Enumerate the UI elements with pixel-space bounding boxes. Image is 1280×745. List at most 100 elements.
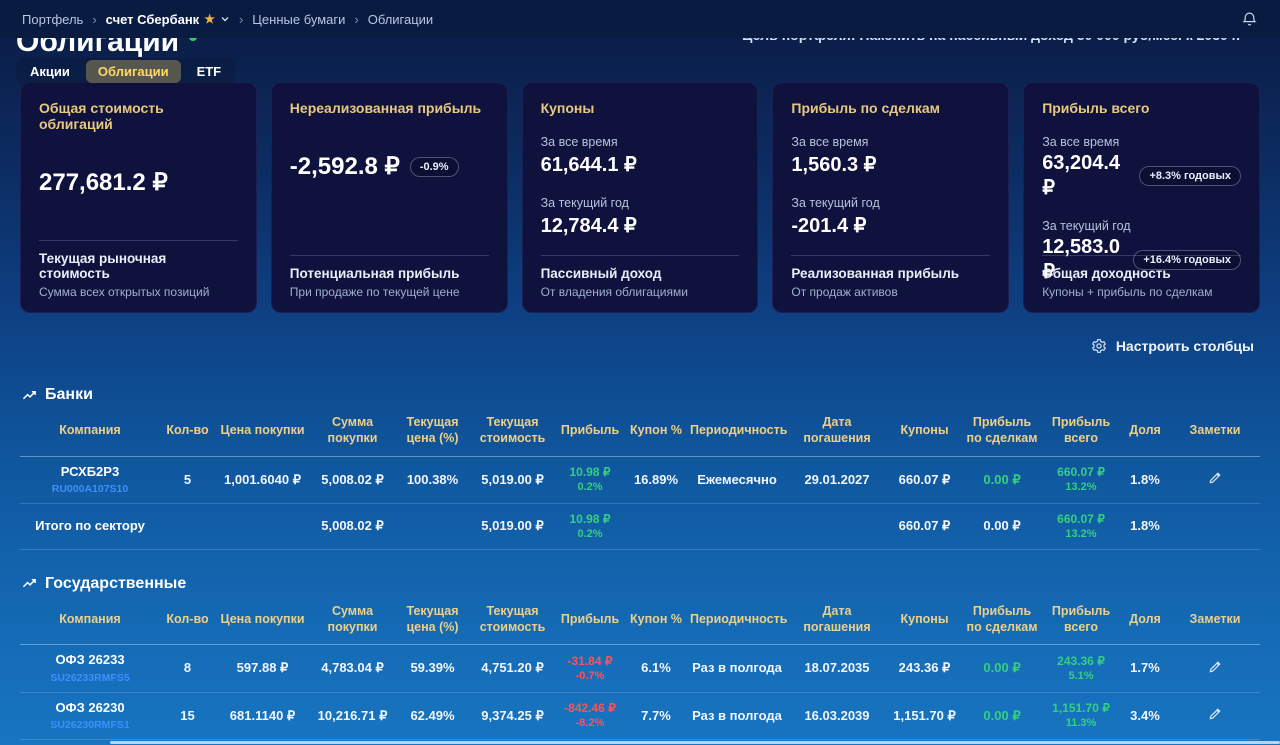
col-share[interactable]: Доля	[1120, 596, 1170, 646]
total-profit-value: 660.07 ₽	[1057, 464, 1105, 479]
col-qty[interactable]: Кол-во	[160, 596, 215, 646]
edit-note-button[interactable]	[1208, 659, 1223, 674]
col-deal-profit[interactable]: Прибыль по сделкам	[962, 408, 1042, 457]
cell-maturity: 18.07.2035	[787, 644, 887, 693]
col-notes[interactable]: Заметки	[1170, 408, 1260, 457]
total-profit-percent: 5.1%	[1068, 669, 1094, 682]
col-total-profit[interactable]: Прибыль всего	[1042, 596, 1120, 646]
cell-qty: 8	[160, 644, 215, 693]
cell-notes	[1170, 692, 1260, 741]
col-share[interactable]: Доля	[1120, 408, 1170, 457]
ticker-link[interactable]: RU000A107S10	[51, 482, 129, 495]
cell-deal-profit: 0.00 ₽	[962, 692, 1042, 741]
profit-value: -842.46 ₽	[564, 701, 616, 716]
cell-coupon-rate: 16.89%	[625, 456, 687, 504]
col-cur-value[interactable]: Текущая стоимость	[470, 408, 555, 457]
col-deal-profit[interactable]: Прибыль по сделкам	[962, 596, 1042, 646]
breadcrumb-separator	[239, 12, 243, 27]
breadcrumb-securities[interactable]: Ценные бумаги	[252, 11, 346, 27]
breadcrumb-separator	[354, 12, 358, 27]
col-buy-price[interactable]: Цена покупки	[215, 596, 310, 646]
configure-columns-label: Настроить столбцы	[1115, 338, 1254, 354]
total-value: 277,681.2 ₽	[39, 169, 168, 196]
ticker-link[interactable]: SU26230RMFS1	[50, 719, 130, 731]
cell-notes	[1170, 644, 1260, 693]
total-profit-value: 243.36 ₽	[1057, 653, 1105, 668]
table-row: РСХБ2Р3 RU000A107S10 5 1,001.6040 ₽ 5,00…	[20, 456, 1260, 504]
banks-table: Компания Кол-во Цена покупки Сумма покуп…	[20, 408, 1260, 550]
profit-alltime: 63,204.4 ₽	[1042, 152, 1121, 199]
col-profit[interactable]: Прибыль	[555, 408, 625, 457]
col-buy-sum[interactable]: Сумма покупки	[310, 596, 395, 646]
edit-note-button[interactable]	[1208, 470, 1223, 485]
percent-badge: -0.9%	[409, 156, 459, 177]
edit-note-button[interactable]	[1208, 706, 1223, 721]
account-name: счет Сбербанк	[105, 11, 200, 27]
configure-columns-button[interactable]: Настроить столбцы	[1091, 338, 1254, 354]
breadcrumb-bonds[interactable]: Облигации	[367, 11, 434, 27]
kv-label: За все время	[791, 135, 869, 149]
col-buy-price[interactable]: Цена покупки	[215, 408, 310, 457]
col-periodicity[interactable]: Периодичность	[687, 596, 787, 646]
cell-notes	[1170, 456, 1260, 504]
company-name: РСХБ2Р3	[60, 463, 120, 479]
footer-title: Пассивный доход	[540, 266, 662, 281]
company-name: ОФЗ 26230	[55, 699, 125, 715]
horizontal-scrollbar[interactable]	[110, 741, 1280, 744]
col-coupons[interactable]: Купоны	[887, 596, 962, 646]
breadcrumb-portfolio[interactable]: Портфель	[22, 11, 84, 27]
col-profit[interactable]: Прибыль	[555, 596, 625, 646]
cell-company: ОФЗ 26247 SU26247RMFS5	[20, 739, 160, 745]
unrealized-value: -2,592.8 ₽	[289, 153, 400, 180]
section-title-text: Банки	[45, 386, 93, 403]
government-table: Компания Кол-во Цена покупки Сумма покуп…	[20, 596, 1260, 745]
col-company[interactable]: Компания	[20, 596, 160, 646]
col-cur-value[interactable]: Текущая стоимость	[470, 596, 555, 646]
cell-empty	[215, 503, 310, 550]
col-coupons[interactable]: Купоны	[887, 408, 962, 457]
col-buy-sum[interactable]: Сумма покупки	[310, 408, 395, 457]
col-company[interactable]: Компания	[20, 408, 160, 457]
profit-percent: -8.2%	[575, 717, 605, 730]
footer-subtitle: При продаже по текущей цене	[289, 285, 460, 299]
col-notes[interactable]: Заметки	[1170, 596, 1260, 646]
col-coupon-rate[interactable]: Купон %	[625, 596, 687, 646]
profit-value: 10.98 ₽	[569, 464, 611, 479]
bond-tables: Банки Компания Кол-во Цена покупки Сумма…	[20, 372, 1260, 745]
total-profit-cell: 10.98 ₽ 0.2%	[555, 503, 625, 550]
col-periodicity[interactable]: Периодичность	[687, 408, 787, 457]
col-cur-price[interactable]: Текущая цена (%)	[395, 596, 470, 646]
cell-cur-price: 59.39%	[395, 644, 470, 693]
footer-subtitle: От продаж активов	[791, 285, 898, 299]
table-row: ОФЗ 26230 SU26230RMFS1 15 681.1140 ₽ 10,…	[20, 692, 1260, 741]
col-coupon-rate[interactable]: Купон %	[625, 408, 687, 457]
cell-total-profit: 243.36 ₽ 5.1%	[1042, 644, 1120, 693]
footer-subtitle: Сумма всех открытых позиций	[39, 285, 210, 299]
footer-subtitle: От владения облигациями	[540, 285, 688, 299]
breadcrumb-separator	[92, 12, 96, 27]
star-icon: ★	[204, 12, 215, 26]
annual-rate-badge: +8.3% годовых	[1139, 166, 1241, 186]
breadcrumb-account[interactable]: счет Сбербанк ★	[106, 12, 230, 27]
cell-buy-price: 1,001.6040 ₽	[215, 456, 310, 504]
total-profit-percent: 11.3%	[1065, 717, 1097, 730]
kv-value: 61,644.1 ₽	[541, 152, 740, 177]
tab-bonds[interactable]: Облигации	[85, 60, 181, 83]
col-qty[interactable]: Кол-во	[160, 408, 215, 457]
col-maturity[interactable]: Дата погашения	[787, 596, 887, 646]
table-row: ОФЗ 26233 SU26233RMFS5 8 597.88 ₽ 4,783.…	[20, 644, 1260, 693]
ticker-link[interactable]: SU26233RMFS5	[50, 671, 130, 684]
tab-stocks[interactable]: Акции	[30, 64, 70, 79]
total-coupons: 660.07 ₽	[887, 503, 962, 550]
cell-total-profit: 660.07 ₽ 13.2%	[1042, 456, 1120, 504]
card-title: Нереализованная прибыль	[289, 100, 482, 116]
tab-etf[interactable]: ETF	[196, 64, 222, 79]
footer-subtitle: Купоны + прибыль по сделкам	[1042, 285, 1213, 299]
notifications-button[interactable]	[1241, 11, 1258, 28]
cell-periodicity: Ежемесячно	[687, 456, 787, 504]
card-unrealized-profit: Нереализованная прибыль -2,592.8 ₽ -0.9%…	[270, 82, 508, 313]
cell-share: 1.8%	[1120, 456, 1170, 504]
col-maturity[interactable]: Дата погашения	[787, 408, 887, 457]
col-cur-price[interactable]: Текущая цена (%)	[395, 408, 470, 457]
col-total-profit[interactable]: Прибыль всего	[1042, 408, 1120, 457]
